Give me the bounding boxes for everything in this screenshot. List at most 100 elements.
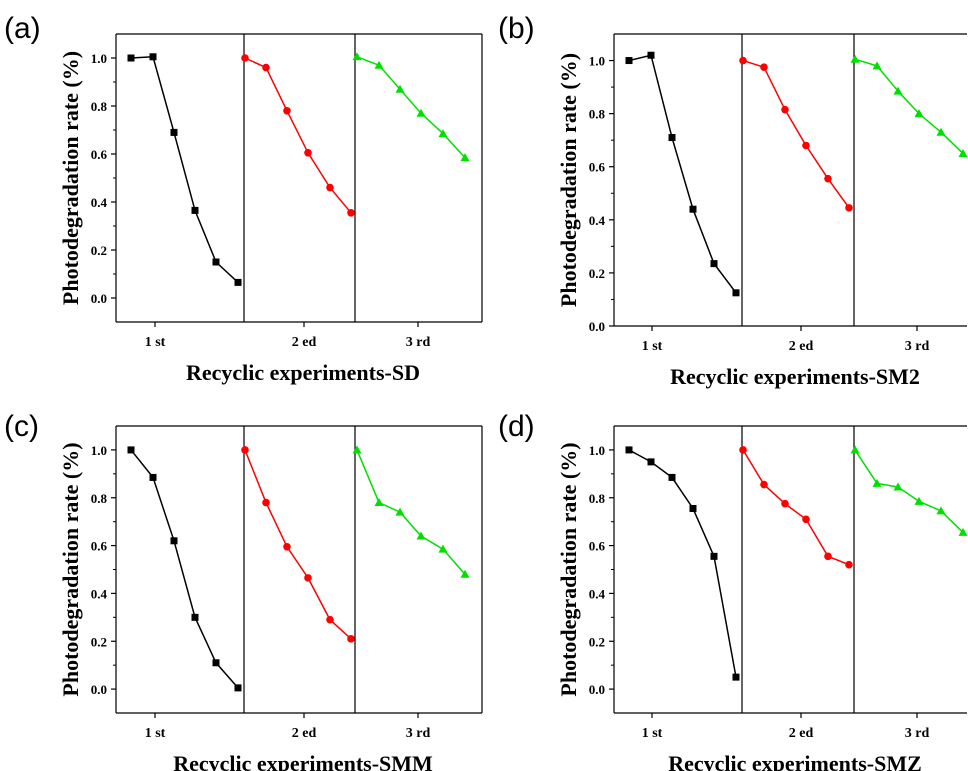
cycle-label: 2 ed (789, 339, 814, 354)
series-1 (127, 446, 242, 692)
series-3 (850, 54, 968, 157)
panel-letter: (a) (4, 12, 41, 45)
panel-letter: (b) (498, 12, 535, 45)
panel-a: (a) 0.0 0.2 0.4 0.6 0.8 1.0 1 st 2 ed 3 rd Photode… (4, 12, 483, 385)
y-axis-title: Photodegradation rate (%) (556, 442, 581, 696)
series-2 (241, 446, 355, 643)
data-point (460, 153, 470, 162)
data-point (438, 129, 448, 138)
data-point (668, 134, 676, 142)
series-line (854, 58, 964, 154)
data-point (872, 478, 882, 487)
cycle-label: 1 st (145, 335, 166, 350)
y-axis-title: Photodegradation rate (%) (556, 53, 581, 307)
data-point (893, 86, 903, 95)
x-axis-title: Recyclic experiments-SMM (173, 751, 433, 771)
x-axis-title: Recyclic experiments-SD (186, 360, 420, 385)
y-tick-label: 0.6 (589, 539, 606, 554)
series-line (854, 449, 964, 533)
data-point (283, 107, 291, 115)
series-3 (352, 52, 470, 162)
y-tick-label: 0.0 (91, 291, 107, 306)
data-point (936, 506, 946, 515)
data-point (170, 128, 178, 136)
y-tick-label: 1.0 (91, 51, 107, 66)
series-3 (850, 445, 968, 536)
y-tick-label: 0.0 (91, 682, 107, 697)
data-point (416, 108, 426, 117)
data-point (416, 531, 426, 540)
data-point (460, 569, 470, 578)
y-tick-label: 0.6 (91, 539, 108, 554)
y-axis-title: Photodegradation rate (%) (58, 442, 83, 696)
data-point (958, 527, 968, 536)
y-tick-label: 0.8 (589, 491, 606, 506)
cycle-label: 3 rd (905, 339, 930, 354)
series-1 (127, 53, 242, 286)
data-point (234, 684, 242, 692)
data-point (914, 496, 924, 505)
y-tick-label: 0.4 (91, 586, 108, 601)
data-point (352, 445, 362, 454)
data-point (824, 552, 832, 561)
data-point (347, 635, 355, 643)
data-point (212, 258, 220, 266)
panel-letter: (d) (498, 410, 535, 443)
data-point (191, 206, 199, 214)
data-point (845, 560, 853, 569)
data-point (760, 480, 768, 489)
data-point (304, 574, 312, 582)
y-axis-title: Photodegradation rate (%) (58, 51, 83, 305)
data-point (732, 673, 740, 681)
data-point (625, 446, 633, 454)
cycle-label: 2 ed (292, 726, 317, 741)
y-tick-label: 1.0 (589, 443, 605, 458)
data-point (732, 289, 740, 297)
y-tick-label: 0.6 (91, 147, 108, 162)
data-point (127, 54, 135, 62)
data-point (802, 141, 810, 150)
data-point (850, 445, 860, 454)
data-point (127, 446, 135, 454)
y-tick-label: 0.6 (589, 160, 606, 175)
data-point (191, 613, 199, 621)
data-point (781, 499, 789, 508)
data-point (781, 105, 789, 114)
series-line (742, 449, 850, 566)
data-point (647, 51, 655, 59)
data-point (374, 60, 384, 69)
series-line (356, 449, 466, 575)
cycle-label: 3 rd (905, 726, 930, 741)
x-axis-title: Recyclic experiments-SMZ (668, 751, 922, 771)
y-tick-label: 0.8 (589, 107, 606, 122)
data-point (395, 84, 405, 93)
data-point (352, 52, 362, 61)
data-point (802, 515, 810, 524)
y-tick-label: 0.8 (91, 99, 108, 114)
y-tick-label: 0.4 (589, 213, 606, 228)
data-point (845, 204, 853, 212)
series-line (628, 449, 737, 678)
series-line (244, 449, 352, 640)
series-line (628, 54, 737, 294)
data-point (283, 542, 291, 551)
data-point (347, 209, 355, 217)
panel-b: (b) 0.0 0.2 0.4 0.6 0.8 1.0 1 st 2 ed 3 rd Photode… (498, 12, 968, 389)
data-point (914, 109, 924, 118)
series-line (356, 56, 466, 159)
y-tick-label: 0.0 (589, 319, 605, 334)
panel-d: (d) 0.0 0.2 0.4 0.6 0.8 1.0 1 st 2 ed 3 rd Photode… (498, 410, 968, 771)
data-point (438, 544, 448, 553)
y-tick-label: 0.4 (91, 195, 108, 210)
data-point (710, 260, 718, 268)
series-2 (739, 446, 853, 569)
series-3 (352, 445, 470, 578)
y-tick-label: 0.8 (91, 491, 108, 506)
series-1 (625, 446, 740, 681)
series-2 (241, 54, 355, 217)
data-point (241, 446, 249, 454)
data-point (936, 127, 946, 136)
data-point (149, 53, 157, 61)
data-point (872, 61, 882, 70)
